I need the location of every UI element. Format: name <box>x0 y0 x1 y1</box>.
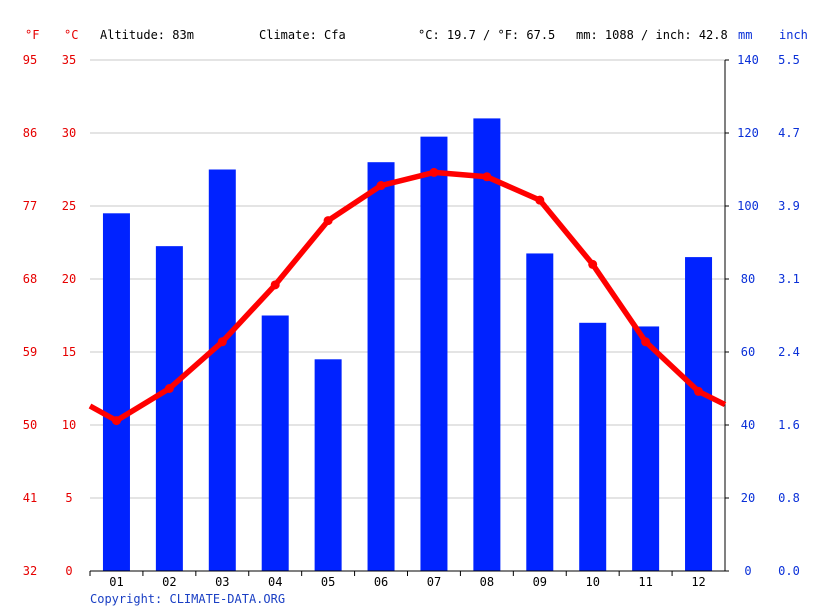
inch-tick-label: 3.9 <box>778 199 800 213</box>
fahrenheit-tick-label: 86 <box>23 126 37 140</box>
inch-tick-label: 3.1 <box>778 272 800 286</box>
climate-label: Climate: Cfa <box>259 28 346 42</box>
mm-tick-label: 120 <box>737 126 759 140</box>
month-label: 10 <box>585 575 599 589</box>
celsius-tick-label: 35 <box>62 53 76 67</box>
fahrenheit-unit-label: °F <box>25 28 40 42</box>
temperature-point <box>270 280 280 290</box>
temperature-point <box>588 259 598 269</box>
temperature-point <box>164 384 174 393</box>
temperature-point <box>429 167 439 177</box>
precipitation-bar <box>579 322 607 571</box>
temperature-line <box>88 169 727 424</box>
precipitation-bar <box>208 169 236 571</box>
fahrenheit-tick-label: 68 <box>23 272 37 286</box>
temperature-point <box>535 195 545 205</box>
precipitation-bar <box>261 315 289 571</box>
average-temperature-label: °C: 19.7 / °F: 67.5 <box>418 28 556 42</box>
month-label: 12 <box>691 575 705 589</box>
celsius-tick-label: 30 <box>62 126 76 140</box>
mm-tick-label: 80 <box>741 272 755 286</box>
inch-tick-label: 0.8 <box>778 491 800 505</box>
fahrenheit-tick-label: 41 <box>23 491 37 505</box>
celsius-tick-label: 10 <box>62 418 76 432</box>
mm-tick-label: 60 <box>741 345 755 359</box>
precipitation-bar <box>420 136 448 571</box>
mm-tick-label: 100 <box>737 199 759 213</box>
temperature-point <box>641 337 651 347</box>
fahrenheit-tick-label: 77 <box>23 199 37 213</box>
precipitation-bar <box>685 257 713 571</box>
month-label: 07 <box>427 575 441 589</box>
temperature-point <box>694 386 704 396</box>
precipitation-bar <box>314 359 342 571</box>
temperature-point <box>482 172 492 182</box>
month-label: 06 <box>374 575 388 589</box>
celsius-tick-label: 25 <box>62 199 76 213</box>
temperature-point <box>111 416 121 426</box>
fahrenheit-tick-label: 50 <box>23 418 37 432</box>
precipitation-bar <box>632 326 660 571</box>
month-label: 03 <box>215 575 229 589</box>
inch-tick-label: 2.4 <box>778 345 800 359</box>
fahrenheit-tick-label: 32 <box>23 564 37 578</box>
fahrenheit-tick-label: 95 <box>23 53 37 67</box>
temperature-point <box>376 181 386 191</box>
inch-unit-label: inch <box>779 28 808 42</box>
total-precipitation-label: mm: 1088 / inch: 42.8 <box>576 28 728 42</box>
month-label: 05 <box>321 575 335 589</box>
celsius-tick-label: 0 <box>65 564 72 578</box>
temperature-point <box>217 337 227 347</box>
month-label: 01 <box>109 575 123 589</box>
mm-tick-label: 140 <box>737 53 759 67</box>
month-label: 11 <box>638 575 652 589</box>
mm-unit-label: mm <box>738 28 753 42</box>
mm-tick-label: 0 <box>744 564 751 578</box>
precipitation-bar <box>367 162 395 571</box>
celsius-unit-label: °C <box>64 28 79 42</box>
precipitation-bar <box>155 246 183 571</box>
mm-tick-label: 20 <box>741 491 755 505</box>
month-label: 08 <box>480 575 494 589</box>
month-label: 04 <box>268 575 282 589</box>
precipitation-bar <box>102 213 130 572</box>
month-label: 09 <box>533 575 547 589</box>
inch-tick-label: 4.7 <box>778 126 800 140</box>
inch-tick-label: 0.0 <box>778 564 800 578</box>
celsius-tick-label: 15 <box>62 345 76 359</box>
month-label: 02 <box>162 575 176 589</box>
temperature-point <box>323 216 333 226</box>
precipitation-bar <box>526 253 554 571</box>
celsius-tick-label: 5 <box>65 491 72 505</box>
inch-tick-label: 5.5 <box>778 53 800 67</box>
precipitation-bar <box>473 118 501 572</box>
inch-tick-label: 1.6 <box>778 418 800 432</box>
mm-tick-label: 40 <box>741 418 755 432</box>
celsius-tick-label: 20 <box>62 272 76 286</box>
fahrenheit-tick-label: 59 <box>23 345 37 359</box>
copyright-label: Copyright: CLIMATE-DATA.ORG <box>90 592 286 606</box>
altitude-label: Altitude: 83m <box>100 28 194 42</box>
